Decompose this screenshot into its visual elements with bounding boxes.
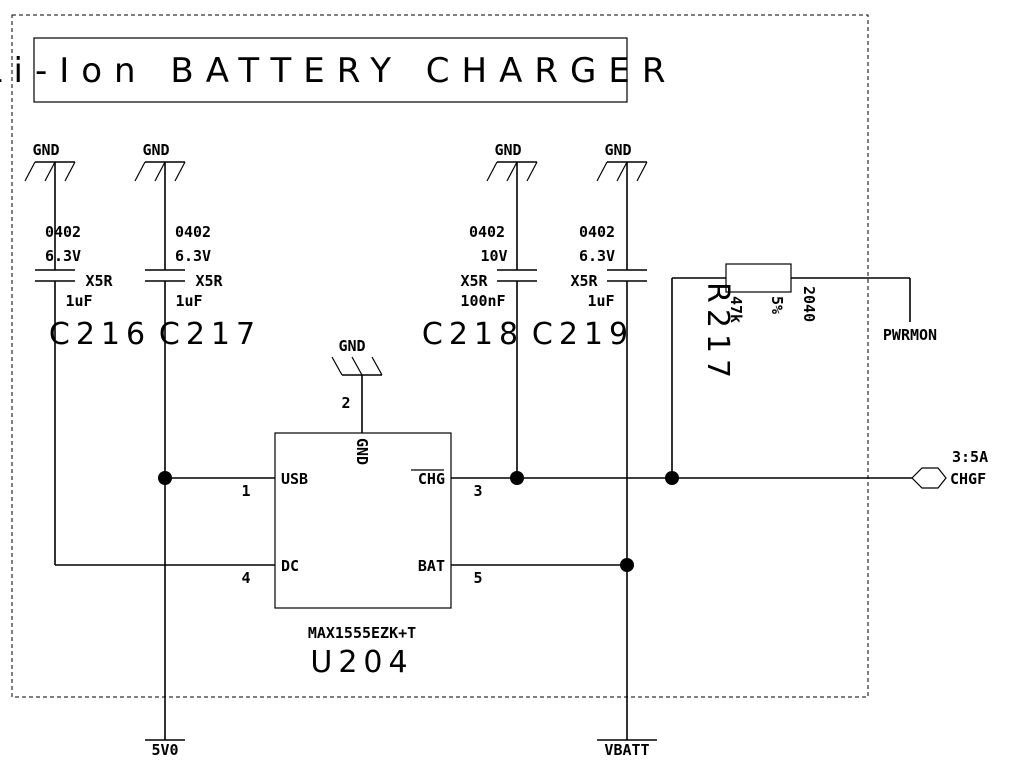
svg-text:1: 1 <box>241 482 250 500</box>
svg-text:6.3V: 6.3V <box>579 247 615 265</box>
svg-text:2040: 2040 <box>800 286 818 322</box>
svg-text:GND: GND <box>353 438 371 465</box>
gnd-label: GND <box>604 141 631 159</box>
junction-dot <box>510 471 524 485</box>
svg-text:5%: 5% <box>768 296 786 314</box>
svg-text:X5R: X5R <box>85 272 113 290</box>
c217-ref: C217 <box>159 317 261 352</box>
svg-text:0402: 0402 <box>175 223 211 241</box>
svg-text:1uF: 1uF <box>175 292 202 310</box>
svg-text:CHG: CHG <box>418 470 445 488</box>
c219-ref: C219 <box>532 317 634 352</box>
svg-text:USB: USB <box>281 470 308 488</box>
svg-text:DC: DC <box>281 557 299 575</box>
svg-text:0402: 0402 <box>469 223 505 241</box>
net-5v0-label: 5V0 <box>151 741 178 759</box>
junction-dot <box>158 471 172 485</box>
svg-text:0402: 0402 <box>45 223 81 241</box>
svg-text:4: 4 <box>241 569 250 587</box>
svg-text:10V: 10V <box>480 247 507 265</box>
pwrmon-label: PWRMON <box>883 326 937 344</box>
svg-text:BAT: BAT <box>418 557 445 575</box>
ic-ref: U204 <box>310 645 413 680</box>
svg-text:1uF: 1uF <box>587 292 614 310</box>
ic-part-number: MAX1555EZK+T <box>308 624 416 642</box>
gnd-label: GND <box>338 337 365 355</box>
svg-text:X5R: X5R <box>570 272 598 290</box>
svg-text:5: 5 <box>473 569 482 587</box>
svg-text:1uF: 1uF <box>65 292 92 310</box>
title-box <box>33 37 628 103</box>
capacitor-c216: GND 0402 6.3V X5R 1uF C216 <box>24 141 151 565</box>
capacitor-c217: GND 0402 6.3V X5R 1uF C217 <box>134 141 261 740</box>
junction-dot <box>665 471 679 485</box>
title-text: Li-Ion BATTERY CHARGER <box>0 51 677 91</box>
svg-text:47k: 47k <box>727 296 745 323</box>
capacitor-c218: GND 0402 10V X5R 100nF C218 <box>422 141 538 478</box>
net-vbatt-label: VBATT <box>604 741 649 759</box>
ic-u204: GND 2 GND USB 1 DC 4 CHG 3 BAT 5 MAX1555… <box>55 337 912 680</box>
gnd-label: GND <box>32 141 59 159</box>
gnd-label: GND <box>142 141 169 159</box>
junction-dot <box>620 558 634 572</box>
capacitor-c219: GND 0402 6.3V X5R 1uF C219 <box>532 141 648 740</box>
svg-text:X5R: X5R <box>460 272 488 290</box>
chgf-label: CHGF <box>950 470 986 488</box>
resistor-r217: R217 47k 5% 2040 PWRMON <box>671 263 937 478</box>
chgf-connector: CHGF 3:5A <box>911 448 988 489</box>
r217-ref: R217 <box>700 282 735 384</box>
svg-text:2: 2 <box>341 394 350 412</box>
svg-text:X5R: X5R <box>195 272 223 290</box>
svg-text:100nF: 100nF <box>460 292 505 310</box>
svg-text:6.3V: 6.3V <box>175 247 211 265</box>
svg-text:3: 3 <box>473 482 482 500</box>
net-5v0: 5V0 <box>145 739 185 759</box>
gnd-label: GND <box>494 141 521 159</box>
svg-text:0402: 0402 <box>579 223 615 241</box>
chgf-sheet-ref: 3:5A <box>952 448 988 466</box>
sheet-border <box>11 14 869 698</box>
svg-text:6.3V: 6.3V <box>45 247 81 265</box>
c218-ref: C218 <box>422 317 524 352</box>
c216-ref: C216 <box>49 317 151 352</box>
net-vbatt: VBATT <box>597 739 657 759</box>
